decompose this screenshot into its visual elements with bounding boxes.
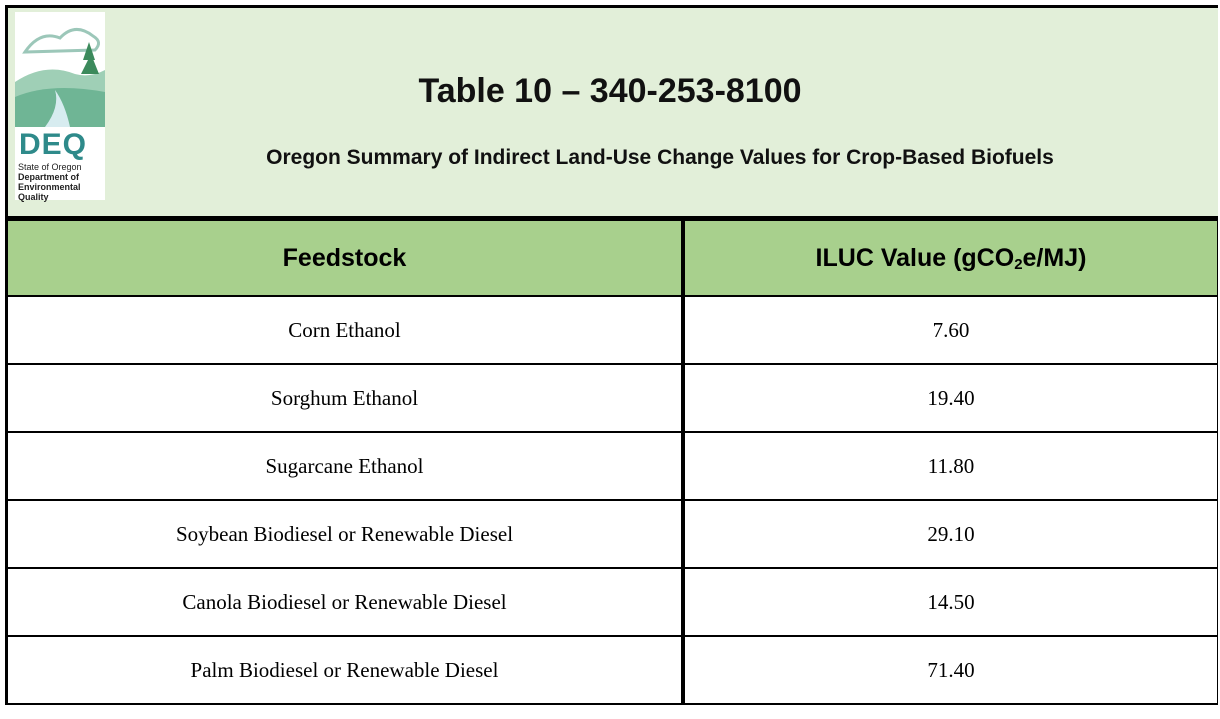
value-cell: 14.50	[683, 567, 1218, 637]
logo-line: Environmental	[18, 182, 81, 192]
subscript: 2	[1014, 255, 1023, 273]
table-row: Corn Ethanol 7.60	[5, 295, 1218, 365]
logo-acronym: DEQ	[19, 128, 88, 161]
logo-line: Quality	[18, 192, 49, 202]
logo: DEQ State of Oregon Department of Enviro…	[15, 12, 105, 202]
logo-line: State of Oregon	[18, 162, 82, 172]
header-band	[5, 5, 1218, 219]
logo-art	[15, 28, 105, 127]
title: Table 10 – 340-253-8100	[418, 72, 802, 110]
table-body: Corn Ethanol 7.60 Sorghum Ethanol 19.40 Suga…	[5, 295, 1218, 705]
table-row: Canola Biodiesel or Renewable Diesel 14.5…	[5, 567, 1218, 637]
value-cell: 29.10	[683, 499, 1218, 569]
feedstock-cell: Soybean Biodiesel or Renewable Diesel	[5, 499, 685, 569]
feedstock-cell: Sorghum Ethanol	[5, 363, 685, 433]
feedstock-cell: Palm Biodiesel or Renewable Diesel	[5, 635, 685, 705]
value-cell: 11.80	[683, 431, 1218, 501]
feedstock-cell: Corn Ethanol	[5, 295, 685, 365]
table-row: Sugarcane Ethanol 11.80	[5, 431, 1218, 501]
value-cell: 19.40	[683, 363, 1218, 433]
logo-line: Department of	[18, 172, 80, 182]
header-text: ILUC Value (gCO	[815, 243, 1015, 272]
column-header: ILUC Value (gCO2e/MJ)	[683, 219, 1218, 297]
header-row: Feedstock ILUC Value (gCO2e/MJ)	[5, 219, 1218, 297]
table-row: Sorghum Ethanol 19.40	[5, 363, 1218, 433]
table: Feedstock ILUC Value (gCO2e/MJ) Corn Eth…	[5, 219, 1218, 705]
subtitle: Oregon Summary of Indirect Land-Use Chan…	[266, 146, 1054, 169]
table-row: Palm Biodiesel or Renewable Diesel 71.40	[5, 635, 1218, 705]
feedstock-cell: Canola Biodiesel or Renewable Diesel	[5, 567, 685, 637]
header-text: e/MJ)	[1022, 243, 1087, 272]
value-cell: 7.60	[683, 295, 1218, 365]
table-row: Soybean Biodiesel or Renewable Diesel 29.…	[5, 499, 1218, 569]
feedstock-cell: Sugarcane Ethanol	[5, 431, 685, 501]
column-header: Feedstock	[5, 219, 685, 297]
value-cell: 71.40	[683, 635, 1218, 705]
